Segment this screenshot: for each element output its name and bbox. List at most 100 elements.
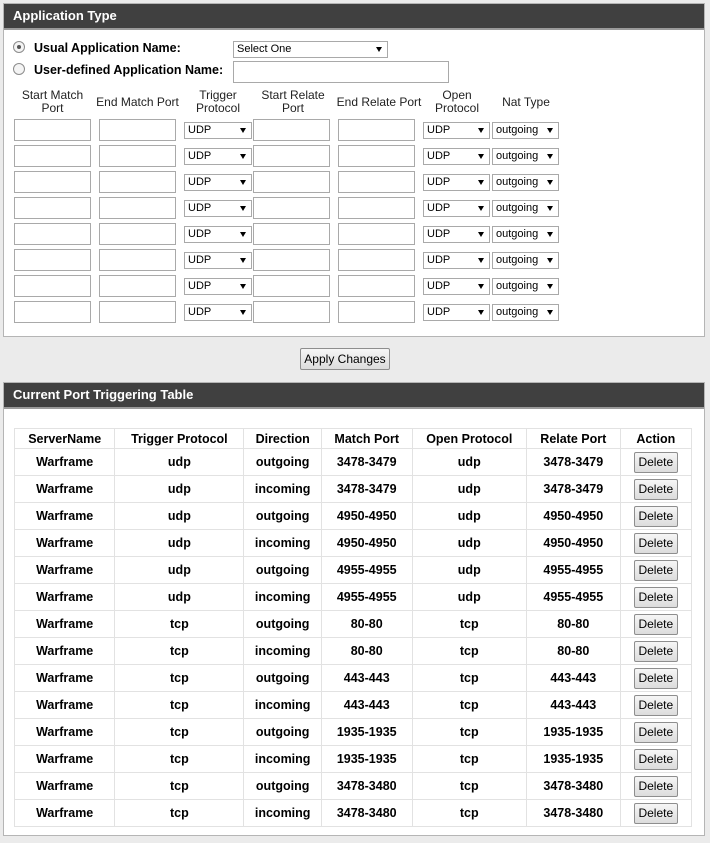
end-relate-port-input[interactable]	[338, 197, 415, 219]
end-match-port-input[interactable]	[99, 301, 176, 323]
end-relate-port-input[interactable]	[338, 119, 415, 141]
nat-type-select[interactable]: outgoing	[492, 252, 559, 269]
table-cell: 4955-4955	[525, 556, 621, 584]
nat-type-select[interactable]: outgoing	[492, 174, 559, 191]
start-relate-port-input[interactable]	[253, 275, 330, 297]
start-match-port-input[interactable]	[14, 223, 91, 245]
table-cell: tcp	[411, 664, 527, 692]
start-match-port-input[interactable]	[14, 249, 91, 271]
delete-button[interactable]: Delete	[633, 802, 678, 824]
column-header: Direction	[243, 428, 322, 449]
table-cell: 4955-4955	[525, 583, 621, 611]
start-relate-port-input[interactable]	[253, 197, 330, 219]
end-match-port-input[interactable]	[99, 223, 176, 245]
trigger-protocol-select[interactable]: UDP	[184, 226, 252, 243]
start-match-port-input[interactable]	[14, 145, 91, 167]
end-match-port-input[interactable]	[99, 145, 176, 167]
delete-button[interactable]: Delete	[633, 532, 678, 554]
column-header: Nat Type	[502, 94, 550, 109]
open-protocol-select[interactable]: UDP	[423, 200, 490, 217]
nat-type-select[interactable]: outgoing	[492, 200, 559, 217]
open-protocol-select[interactable]: UDP	[423, 226, 490, 243]
end-relate-port-input[interactable]	[338, 249, 415, 271]
user-defined-input[interactable]	[233, 61, 449, 83]
table-cell: outgoing	[243, 502, 322, 530]
delete-button[interactable]: Delete	[633, 559, 678, 581]
table-cell: incoming	[243, 637, 322, 665]
trigger-protocol-select[interactable]: UDP	[184, 304, 252, 321]
nat-type-select[interactable]: outgoing	[492, 304, 559, 321]
end-match-port-input[interactable]	[99, 275, 176, 297]
end-match-port-input[interactable]	[99, 171, 176, 193]
start-match-port-input[interactable]	[14, 197, 91, 219]
usual-select[interactable]: Select One	[233, 41, 388, 58]
table-row: Warframe udp incoming 4955-4955 udp 4955-4955…	[13, 583, 693, 611]
trigger-protocol-select[interactable]: UDP	[184, 174, 252, 191]
table-cell: udp	[411, 502, 527, 530]
table-cell: tcp	[411, 691, 527, 719]
end-match-port-input[interactable]	[99, 249, 176, 271]
delete-button[interactable]: Delete	[633, 721, 678, 743]
table-cell: Warframe	[13, 691, 116, 719]
delete-button[interactable]: Delete	[633, 748, 678, 770]
table-cell: udp	[411, 556, 527, 584]
start-relate-port-input[interactable]	[253, 145, 330, 167]
trigger-protocol-select[interactable]: UDP	[184, 148, 252, 165]
port-triggering-table: ServerName Trigger Protocol Direction Match…	[13, 428, 693, 827]
trigger-protocol-select[interactable]: UDP	[184, 200, 252, 217]
action-cell: Delete	[619, 745, 693, 773]
open-protocol-select[interactable]: UDP	[423, 174, 490, 191]
table-row: Warframe tcp incoming 3478-3480 tcp 3478-3480…	[13, 799, 693, 827]
nat-type-select[interactable]: outgoing	[492, 122, 559, 139]
open-protocol-select[interactable]: UDP	[423, 148, 490, 165]
trigger-protocol-select[interactable]: UDP	[184, 122, 252, 139]
table-cell: Warframe	[13, 583, 116, 611]
end-relate-port-input[interactable]	[338, 145, 415, 167]
delete-button[interactable]: Delete	[633, 478, 678, 500]
start-relate-port-input[interactable]	[253, 171, 330, 193]
end-relate-port-input[interactable]	[338, 301, 415, 323]
open-protocol-select[interactable]: UDP	[423, 278, 490, 295]
delete-button[interactable]: Delete	[633, 775, 678, 797]
start-match-port-input[interactable]	[14, 119, 91, 141]
start-match-port-input[interactable]	[14, 301, 91, 323]
delete-button[interactable]: Delete	[633, 451, 678, 473]
start-relate-port-input[interactable]	[253, 119, 330, 141]
open-protocol-select[interactable]: UDP	[423, 252, 490, 269]
start-match-port-input[interactable]	[14, 275, 91, 297]
start-relate-port-input[interactable]	[253, 301, 330, 323]
radio-usual[interactable]	[13, 41, 25, 53]
table-cell: incoming	[243, 799, 322, 827]
start-relate-port-input[interactable]	[253, 223, 330, 245]
table-cell: Warframe	[13, 475, 116, 503]
end-relate-port-input[interactable]	[338, 171, 415, 193]
delete-button[interactable]: Delete	[633, 694, 678, 716]
end-match-port-input[interactable]	[99, 119, 176, 141]
start-match-port-input[interactable]	[14, 171, 91, 193]
apply-button[interactable]: Apply Changes	[300, 348, 390, 370]
end-relate-port-input[interactable]	[338, 275, 415, 297]
nat-type-select[interactable]: outgoing	[492, 148, 559, 165]
table-row: Warframe udp outgoing 4950-4950 udp 4950-4950…	[13, 502, 693, 530]
delete-button[interactable]: Delete	[633, 640, 678, 662]
delete-button[interactable]: Delete	[633, 613, 678, 635]
table-cell: udp	[114, 529, 245, 557]
table-cell: 443-443	[320, 691, 413, 719]
end-match-port-input[interactable]	[99, 197, 176, 219]
end-relate-port-input[interactable]	[338, 223, 415, 245]
open-protocol-select[interactable]: UDP	[423, 122, 490, 139]
delete-button[interactable]: Delete	[633, 667, 678, 689]
trigger-protocol-select[interactable]: UDP	[184, 252, 252, 269]
delete-button[interactable]: Delete	[633, 586, 678, 608]
table-cell: Warframe	[13, 718, 116, 746]
nat-type-select[interactable]: outgoing	[492, 278, 559, 295]
table-row: Warframe udp incoming 3478-3479 udp 3478-3479…	[13, 475, 693, 503]
port-triggering-panel: Current Port Triggering Table ServerName…	[3, 382, 705, 836]
open-protocol-select[interactable]: UDP	[423, 304, 490, 321]
nat-type-select[interactable]: outgoing	[492, 226, 559, 243]
table-cell: outgoing	[243, 718, 322, 746]
radio-user-defined[interactable]	[13, 63, 25, 75]
delete-button[interactable]: Delete	[633, 505, 678, 527]
trigger-protocol-select[interactable]: UDP	[184, 278, 252, 295]
start-relate-port-input[interactable]	[253, 249, 330, 271]
